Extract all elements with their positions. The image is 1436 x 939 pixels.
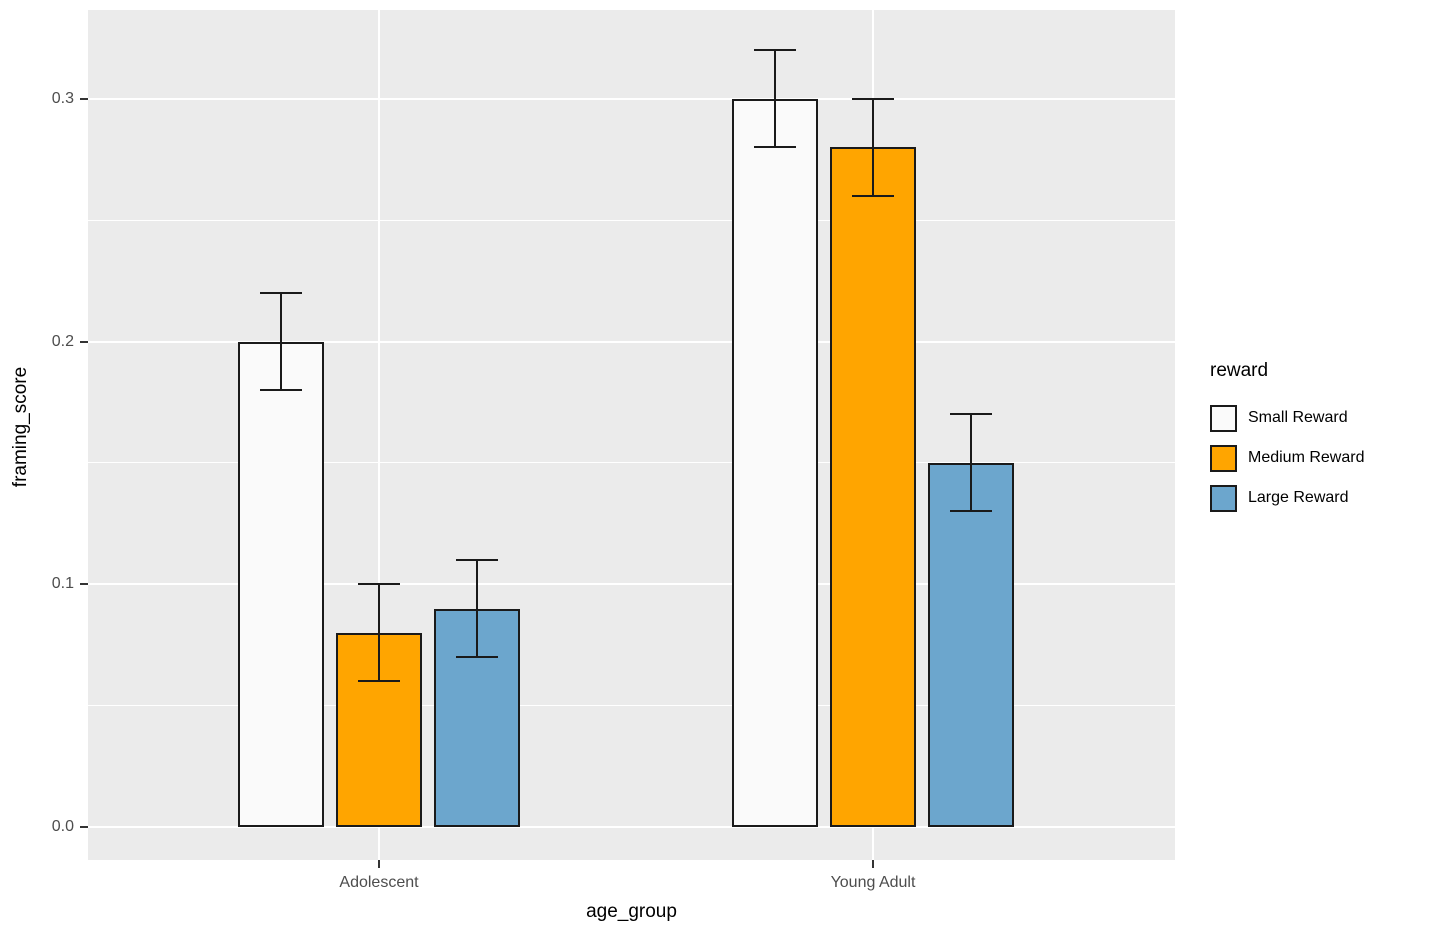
gridline-major bbox=[88, 826, 1175, 828]
legend-items: Small Reward Medium Reward Large Reward bbox=[1210, 398, 1364, 518]
error-bar-cap bbox=[456, 656, 498, 659]
legend-item: Medium Reward bbox=[1210, 438, 1364, 478]
error-bar-cap bbox=[754, 146, 796, 149]
legend-label: Small Reward bbox=[1248, 409, 1348, 426]
x-tick-label: Adolescent bbox=[339, 874, 419, 891]
gridline-major bbox=[88, 583, 1175, 586]
gridline-major-x bbox=[378, 10, 380, 860]
bar-young-adult-small-reward bbox=[732, 98, 818, 827]
y-tick bbox=[80, 826, 88, 828]
error-bar-line bbox=[378, 584, 380, 682]
error-bar-cap bbox=[852, 194, 894, 197]
y-tick-label: 0.1 bbox=[51, 575, 74, 593]
legend-title: reward bbox=[1210, 360, 1269, 381]
error-bar-cap bbox=[754, 49, 796, 52]
x-tick bbox=[872, 860, 874, 868]
error-bar-cap bbox=[950, 510, 992, 513]
legend-label: Medium Reward bbox=[1248, 449, 1365, 466]
bar-young-adult-large-reward bbox=[928, 462, 1014, 827]
y-tick-label: 0.3 bbox=[51, 89, 74, 107]
legend-label: Large Reward bbox=[1248, 489, 1349, 506]
gridline-major bbox=[88, 340, 1175, 343]
gridline-minor bbox=[88, 462, 1175, 464]
legend-key bbox=[1210, 484, 1237, 512]
error-bar-line bbox=[280, 293, 282, 391]
y-tick-label: 0.2 bbox=[51, 332, 74, 350]
y-tick bbox=[80, 340, 88, 343]
error-bar-cap bbox=[358, 583, 400, 586]
error-bar-cap bbox=[260, 389, 302, 392]
legend-key bbox=[1210, 444, 1237, 472]
legend: reward Small Reward Medium Reward Large Re… bbox=[1210, 360, 1364, 518]
x-axis-title: age_group bbox=[586, 901, 677, 922]
error-bar-line bbox=[774, 50, 776, 148]
error-bar-cap bbox=[358, 680, 400, 683]
y-tick bbox=[80, 97, 88, 100]
error-bar-line bbox=[970, 414, 972, 512]
y-tick bbox=[80, 583, 88, 586]
gridline-major bbox=[88, 97, 1175, 100]
bar-adolescent-small-reward bbox=[238, 341, 324, 827]
y-tick-label: 0.0 bbox=[51, 818, 74, 835]
error-bar-cap bbox=[852, 97, 894, 100]
gridline-minor bbox=[88, 705, 1175, 707]
plot-panel bbox=[88, 10, 1175, 860]
legend-key bbox=[1210, 404, 1237, 432]
x-tick bbox=[378, 860, 380, 868]
bar-young-adult-medium-reward bbox=[830, 147, 916, 827]
x-tick-label: Young Adult bbox=[830, 874, 916, 891]
error-bar-line bbox=[872, 98, 874, 196]
legend-item: Large Reward bbox=[1210, 478, 1364, 518]
error-bar-cap bbox=[950, 413, 992, 416]
error-bar-cap bbox=[456, 559, 498, 562]
legend-item: Small Reward bbox=[1210, 398, 1364, 438]
gridline-minor bbox=[88, 219, 1175, 221]
error-bar-cap bbox=[260, 292, 302, 295]
error-bar-line bbox=[476, 560, 478, 658]
y-axis-title: framing_score bbox=[10, 366, 31, 488]
